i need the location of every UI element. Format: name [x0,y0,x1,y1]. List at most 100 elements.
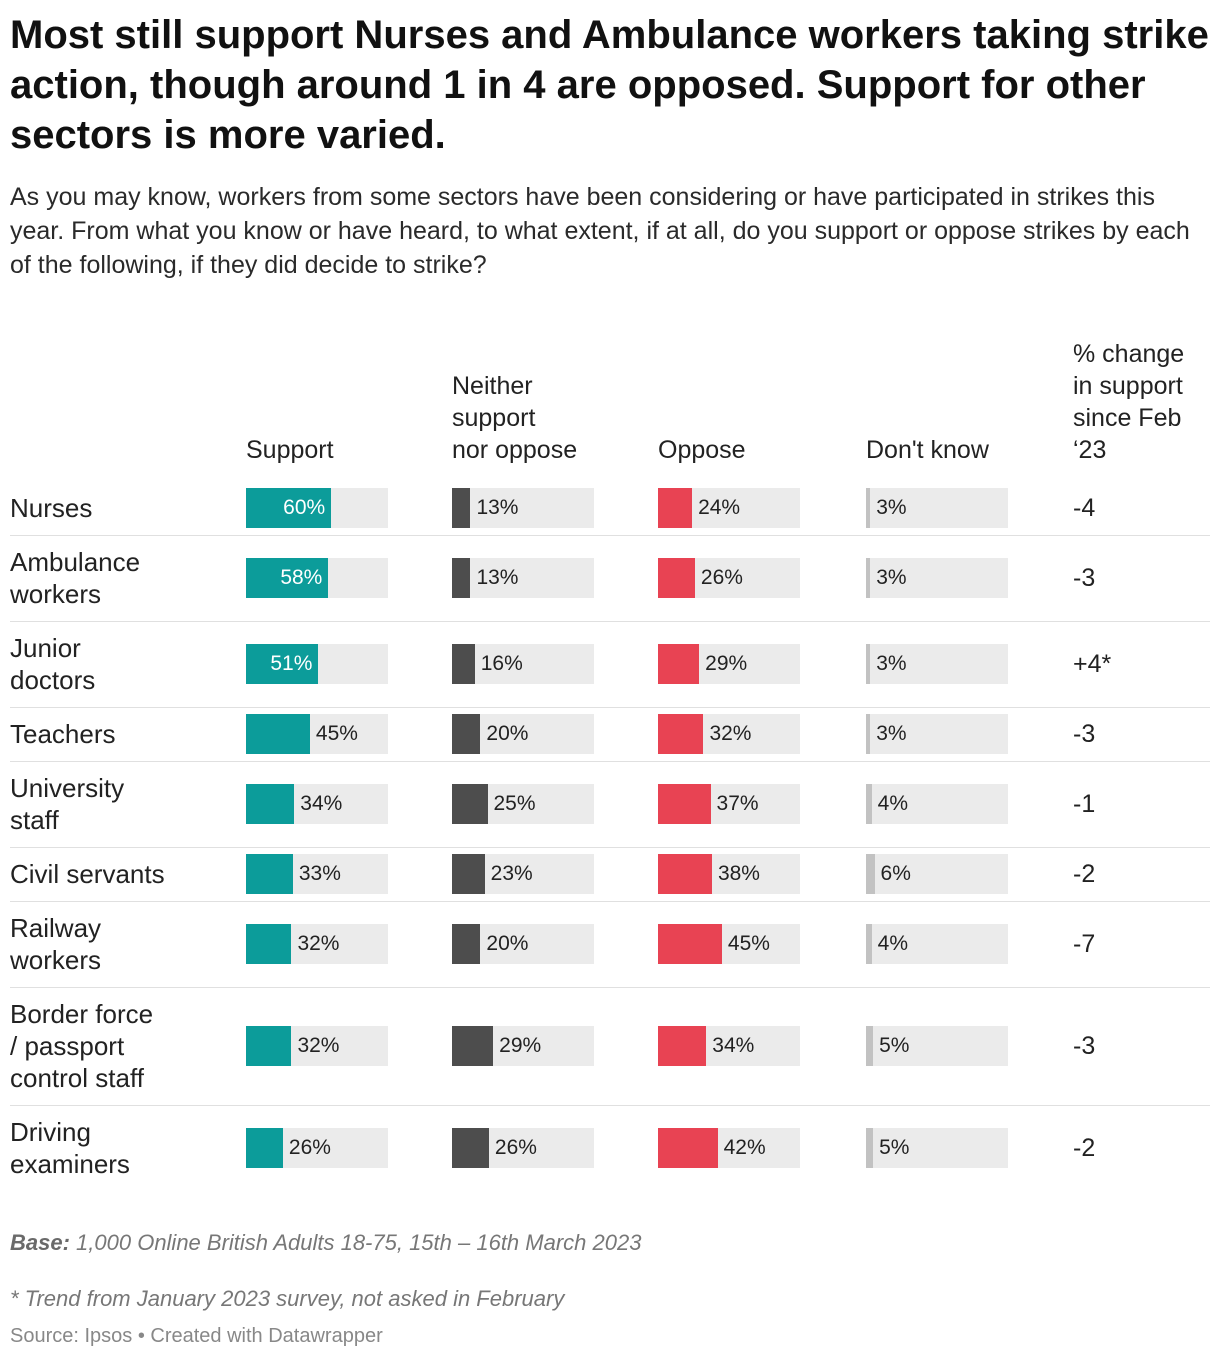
bar-oppose [658,644,700,684]
bar-track-dont-know: 5% [866,1128,1008,1168]
change-value: +4* [1073,650,1112,678]
bar-value-label: 3% [876,496,907,519]
bar-value-label: 29% [705,652,748,675]
bar-track-oppose: 38% [658,854,800,894]
bar-track-oppose: 29% [658,644,800,684]
bar-track-support: 60% [246,488,388,528]
bar-track-dont-know: 5% [866,1026,1008,1066]
row-separator [10,1105,1210,1106]
bar-dont-know [866,1128,874,1168]
bar-value-label: 38% [717,862,760,885]
bar-support [246,1026,292,1066]
change-value: -3 [1073,720,1096,748]
base-note: Base: 1,000 Online British Adults 18-75,… [10,1230,641,1256]
bar-dont-know [866,714,871,754]
bar-value-label: 13% [476,566,519,589]
bar-neither [452,558,471,598]
bar-value-label: 25% [493,792,536,815]
bar-dont-know [866,854,875,894]
bar-oppose [658,1026,707,1066]
bar-track-neither: 23% [452,854,594,894]
bar-value-label: 34% [712,1034,755,1057]
bar-support [246,714,310,754]
bar-support [246,924,292,964]
bar-value-label: 4% [877,932,909,955]
bar-neither [452,924,481,964]
change-value: -2 [1073,1134,1096,1162]
bar-track-support: 33% [246,854,388,894]
row-label: Railway workers [10,913,102,975]
base-label: Base: [10,1230,70,1255]
bar-track-neither: 26% [452,1128,594,1168]
column-header-support: Support [246,436,334,464]
change-value: -7 [1073,930,1096,958]
bar-oppose [658,854,712,894]
column-header-change: % change in support since Feb ‘23 [1073,340,1185,464]
bar-track-oppose: 42% [658,1128,800,1168]
bar-track-support: 51% [246,644,388,684]
bar-value-label: 58% [280,566,323,589]
bar-oppose [658,784,711,824]
change-value: -4 [1073,494,1096,522]
bar-value-label: 20% [486,932,529,955]
row-separator [10,535,1210,536]
bar-value-label: 5% [879,1034,910,1057]
bar-track-oppose: 34% [658,1026,800,1066]
row-separator [10,707,1210,708]
bar-value-label: 42% [723,1136,766,1159]
bar-track-support: 32% [246,924,388,964]
bar-value-label: 26% [288,1136,331,1159]
bar-track-neither: 20% [452,714,594,754]
bar-track-neither: 29% [452,1026,594,1066]
bar-neither [452,1128,489,1168]
bar-track-support: 45% [246,714,388,754]
row-label: University staff [10,773,125,835]
bar-track-dont-know: 3% [866,488,1008,528]
bar-neither [452,1026,494,1066]
bar-support [246,1128,283,1168]
row-label: Nurses [10,493,93,523]
bar-track-dont-know: 3% [866,644,1008,684]
bar-value-label: 26% [494,1136,537,1159]
bar-track-support: 34% [246,784,388,824]
bar-track-oppose: 32% [658,714,800,754]
base-text: 1,000 Online British Adults 18-75, 15th … [69,1230,642,1255]
column-header-dont-know: Don't know [866,436,989,464]
chart-subtitle: As you may know, workers from some secto… [10,183,1190,279]
row-label: Junior doctors [10,633,96,695]
bar-track-support: 32% [246,1026,388,1066]
bar-oppose [658,488,693,528]
bar-oppose [658,558,695,598]
bar-value-label: 3% [876,566,907,589]
change-value: -3 [1073,1032,1096,1060]
change-value: -1 [1073,790,1096,818]
bar-value-label: 3% [876,652,907,675]
bar-neither [452,854,485,894]
bar-neither [452,714,481,754]
bar-oppose [658,924,722,964]
bar-oppose [658,714,704,754]
bar-dont-know [866,558,871,598]
bar-oppose [658,1128,718,1168]
bar-neither [452,784,488,824]
change-value: -2 [1073,860,1096,888]
bar-value-label: 37% [716,792,759,815]
change-value: -3 [1073,564,1096,592]
bar-value-label: 51% [270,652,313,675]
bar-value-label: 3% [876,722,907,745]
bar-value-label: 45% [727,932,770,955]
bar-track-neither: 13% [452,488,594,528]
bar-track-oppose: 26% [658,558,800,598]
bar-value-label: 4% [877,792,909,815]
bar-value-label: 32% [297,1034,340,1057]
bar-track-neither: 25% [452,784,594,824]
bar-dont-know [866,924,872,964]
bar-value-label: 13% [476,496,519,519]
footnote: * Trend from January 2023 survey, not as… [10,1286,565,1311]
bar-value-label: 20% [486,722,529,745]
bar-value-label: 60% [283,496,326,519]
bar-value-label: 33% [298,862,341,885]
bar-value-label: 32% [709,722,752,745]
bar-support [246,784,295,824]
bar-track-support: 58% [246,558,388,598]
